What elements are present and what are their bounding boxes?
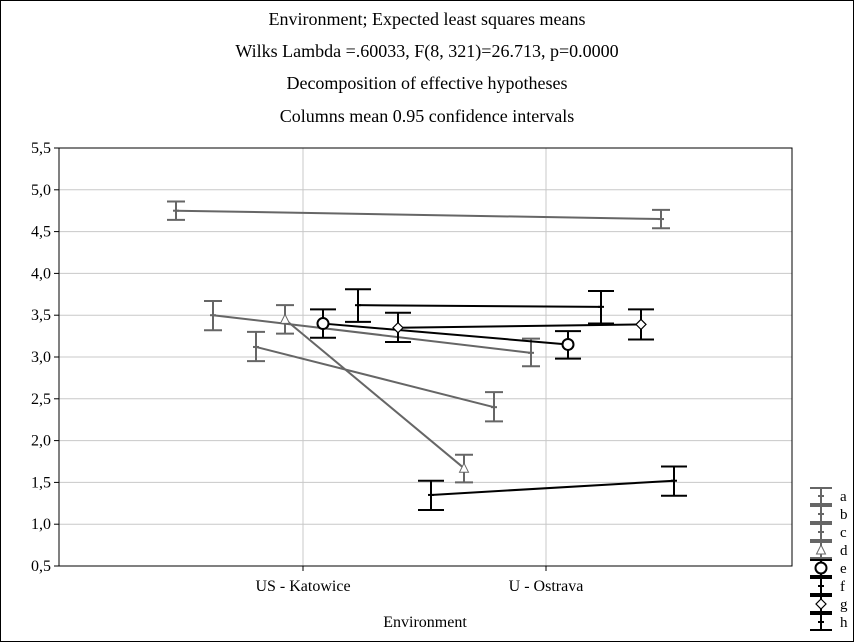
y-tick-label: 1,0 bbox=[31, 516, 51, 533]
grid-lines bbox=[59, 148, 792, 566]
legend-label: a bbox=[840, 489, 847, 505]
series-line-f bbox=[357, 304, 602, 308]
x-axis-title: Environment bbox=[383, 614, 467, 631]
marker-diamond bbox=[815, 598, 827, 610]
x-tick-label: U - Ostrava bbox=[509, 578, 584, 595]
y-tick-label: 3,0 bbox=[31, 349, 51, 366]
y-tick-label: 5,0 bbox=[31, 182, 51, 199]
y-axis-ticks: 0,5 1,0 1,5 2,0 2,5 3,0 3,5 4,0 4,5 5,0 5,5 bbox=[31, 140, 59, 575]
chart-title-line-4: Columns mean 0.95 confidence intervals bbox=[280, 106, 574, 126]
marker-triangle bbox=[815, 543, 827, 555]
series-a bbox=[167, 200, 670, 230]
chart-title-block: Environment; Expected least squares mean… bbox=[235, 9, 618, 126]
series-g bbox=[385, 308, 654, 343]
chart-title-line-1: Environment; Expected least squares mean… bbox=[269, 9, 586, 29]
y-tick-label: 4,5 bbox=[31, 224, 51, 241]
series-line-a bbox=[175, 209, 662, 221]
marker-circle bbox=[316, 317, 330, 331]
legend-item-a: a bbox=[810, 487, 847, 505]
series-b bbox=[204, 299, 540, 368]
legend-label: g bbox=[840, 597, 848, 613]
series-group bbox=[167, 200, 687, 511]
chart-title-line-2: Wilks Lambda =.60033, F(8, 321)=26.713, … bbox=[235, 41, 618, 62]
y-tick-label: 5,5 bbox=[31, 140, 51, 157]
x-axis-ticks: US - Katowice U - Ostrava bbox=[255, 566, 583, 595]
series-d bbox=[276, 304, 473, 484]
legend-label: b bbox=[840, 507, 848, 523]
y-tick-label: 2,0 bbox=[31, 433, 51, 450]
series-c bbox=[247, 330, 503, 423]
legend-label: h bbox=[840, 615, 848, 631]
series-line-h bbox=[430, 479, 675, 496]
x-tick-label: US - Katowice bbox=[255, 578, 350, 595]
legend-item-e: e bbox=[810, 559, 847, 577]
series-f bbox=[345, 288, 614, 325]
series-line-e bbox=[322, 322, 569, 346]
y-tick-label: 3,5 bbox=[31, 307, 51, 324]
series-e bbox=[310, 308, 581, 360]
legend-item-h: h bbox=[810, 613, 848, 631]
legend-label: c bbox=[840, 525, 847, 541]
series-line-d bbox=[284, 318, 465, 469]
chart-title-line-3: Decomposition of effective hypotheses bbox=[286, 73, 567, 93]
y-tick-label: 1,5 bbox=[31, 474, 51, 491]
legend-label: e bbox=[840, 561, 847, 577]
legend-item-f: f bbox=[810, 577, 845, 595]
y-tick-label: 0,5 bbox=[31, 558, 51, 575]
legend-item-b: b bbox=[810, 505, 848, 523]
legend-label: f bbox=[840, 579, 845, 595]
series-line-g bbox=[397, 323, 642, 329]
series-line-b bbox=[212, 314, 532, 354]
legend-label: d bbox=[840, 543, 848, 559]
marker-triangle bbox=[279, 313, 291, 324]
marker-diamond bbox=[392, 321, 404, 334]
legend-item-g: g bbox=[810, 595, 848, 613]
series-h bbox=[418, 465, 687, 511]
marker-circle bbox=[561, 337, 575, 351]
series-line-c bbox=[255, 345, 495, 409]
legend-item-d: d bbox=[810, 541, 848, 559]
marker-diamond bbox=[635, 318, 647, 331]
y-tick-label: 4,0 bbox=[31, 265, 51, 282]
legend-item-c: c bbox=[810, 523, 847, 541]
y-tick-label: 2,5 bbox=[31, 391, 51, 408]
marker-circle bbox=[814, 561, 828, 575]
marker-triangle bbox=[458, 462, 470, 473]
